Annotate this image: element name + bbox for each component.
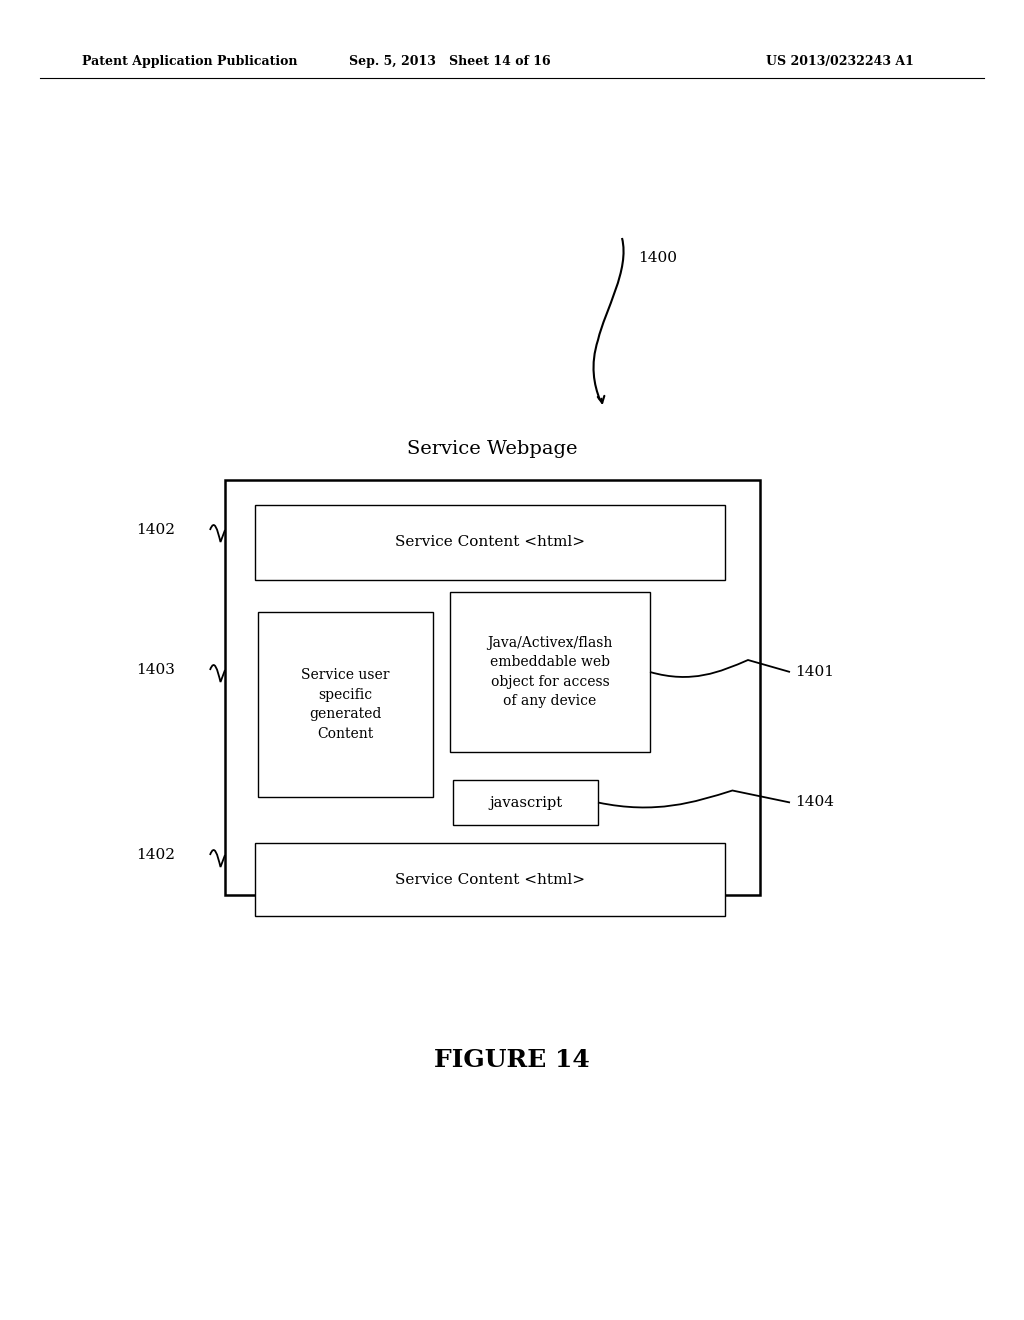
Bar (225, 480, 760, 895)
Text: 1401: 1401 (795, 665, 834, 678)
Text: Service Content <html>: Service Content <html> (395, 873, 585, 887)
Text: Sep. 5, 2013   Sheet 14 of 16: Sep. 5, 2013 Sheet 14 of 16 (349, 55, 551, 69)
Text: US 2013/0232243 A1: US 2013/0232243 A1 (766, 55, 914, 69)
Text: FIGURE 14: FIGURE 14 (434, 1048, 590, 1072)
Bar (255, 506, 725, 579)
Bar (450, 591, 650, 752)
Text: Service user
specific
generated
Content: Service user specific generated Content (301, 668, 390, 741)
Text: Patent Application Publication: Patent Application Publication (82, 55, 298, 69)
Text: 1402: 1402 (136, 847, 175, 862)
Text: Service Webpage: Service Webpage (408, 440, 578, 458)
Bar (453, 780, 598, 825)
Text: 1402: 1402 (136, 523, 175, 537)
Bar (255, 843, 725, 916)
Bar (258, 612, 433, 797)
Text: javascript: javascript (488, 796, 562, 809)
Text: Java/Activex/flash
embeddable web
object for access
of any device: Java/Activex/flash embeddable web object… (487, 636, 612, 709)
Text: 1400: 1400 (638, 251, 677, 265)
Text: Service Content <html>: Service Content <html> (395, 536, 585, 549)
Text: 1404: 1404 (795, 796, 834, 809)
Text: 1403: 1403 (136, 663, 175, 677)
